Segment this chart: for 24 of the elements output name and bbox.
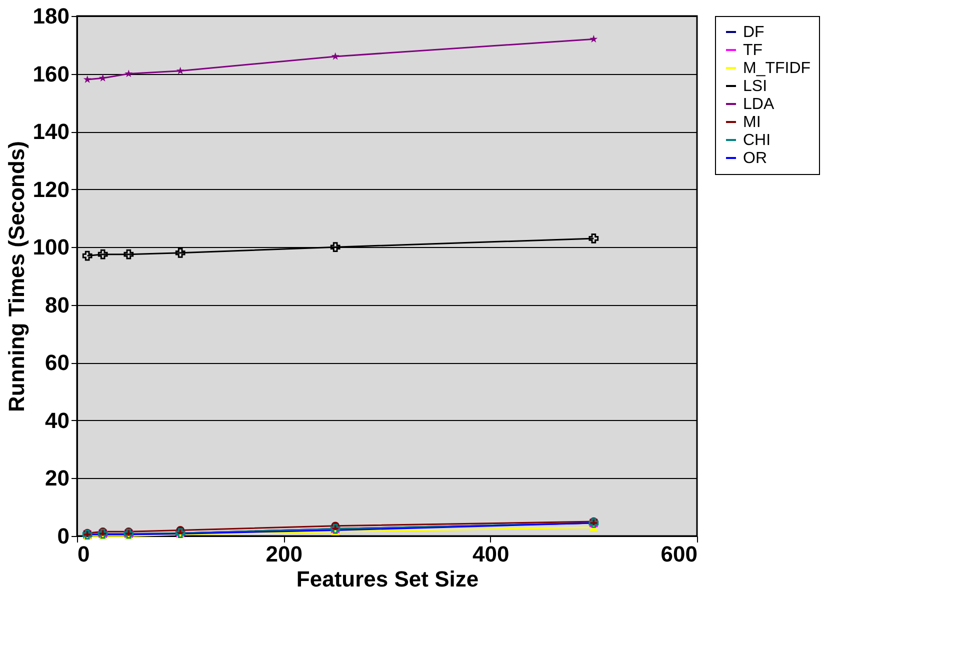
legend-label: LDA xyxy=(743,96,774,113)
legend-label: MI xyxy=(743,114,761,131)
y-tick-label: 40 xyxy=(45,408,70,433)
legend-label: TF xyxy=(743,42,763,59)
y-axis-title: Running Times (Seconds) xyxy=(4,141,29,412)
y-tick-label: 160 xyxy=(32,61,70,86)
y-tick-label: 20 xyxy=(45,466,70,491)
y-tick-label: 80 xyxy=(45,292,70,318)
legend-label: M_TFIDF xyxy=(743,60,811,77)
y-tick-label: 100 xyxy=(32,234,70,260)
y-tick-label: 60 xyxy=(45,350,70,376)
legend-label: OR xyxy=(743,150,767,167)
y-tick-label: 180 xyxy=(32,4,70,28)
x-tick-label: 600 xyxy=(660,542,698,566)
y-tick-label: 0 xyxy=(57,524,70,548)
legend-label: CHI xyxy=(743,132,771,149)
y-tick-label: 120 xyxy=(32,176,70,202)
x-tick-label: 200 xyxy=(266,542,303,566)
y-tick-label: 140 xyxy=(32,119,70,144)
legend-label: LSI xyxy=(743,78,768,95)
x-tick-label: 400 xyxy=(472,542,510,566)
x-tick-label: 0 xyxy=(78,542,90,566)
legend-label: DF xyxy=(743,24,765,41)
x-axis-title: Features Set Size xyxy=(296,566,479,592)
